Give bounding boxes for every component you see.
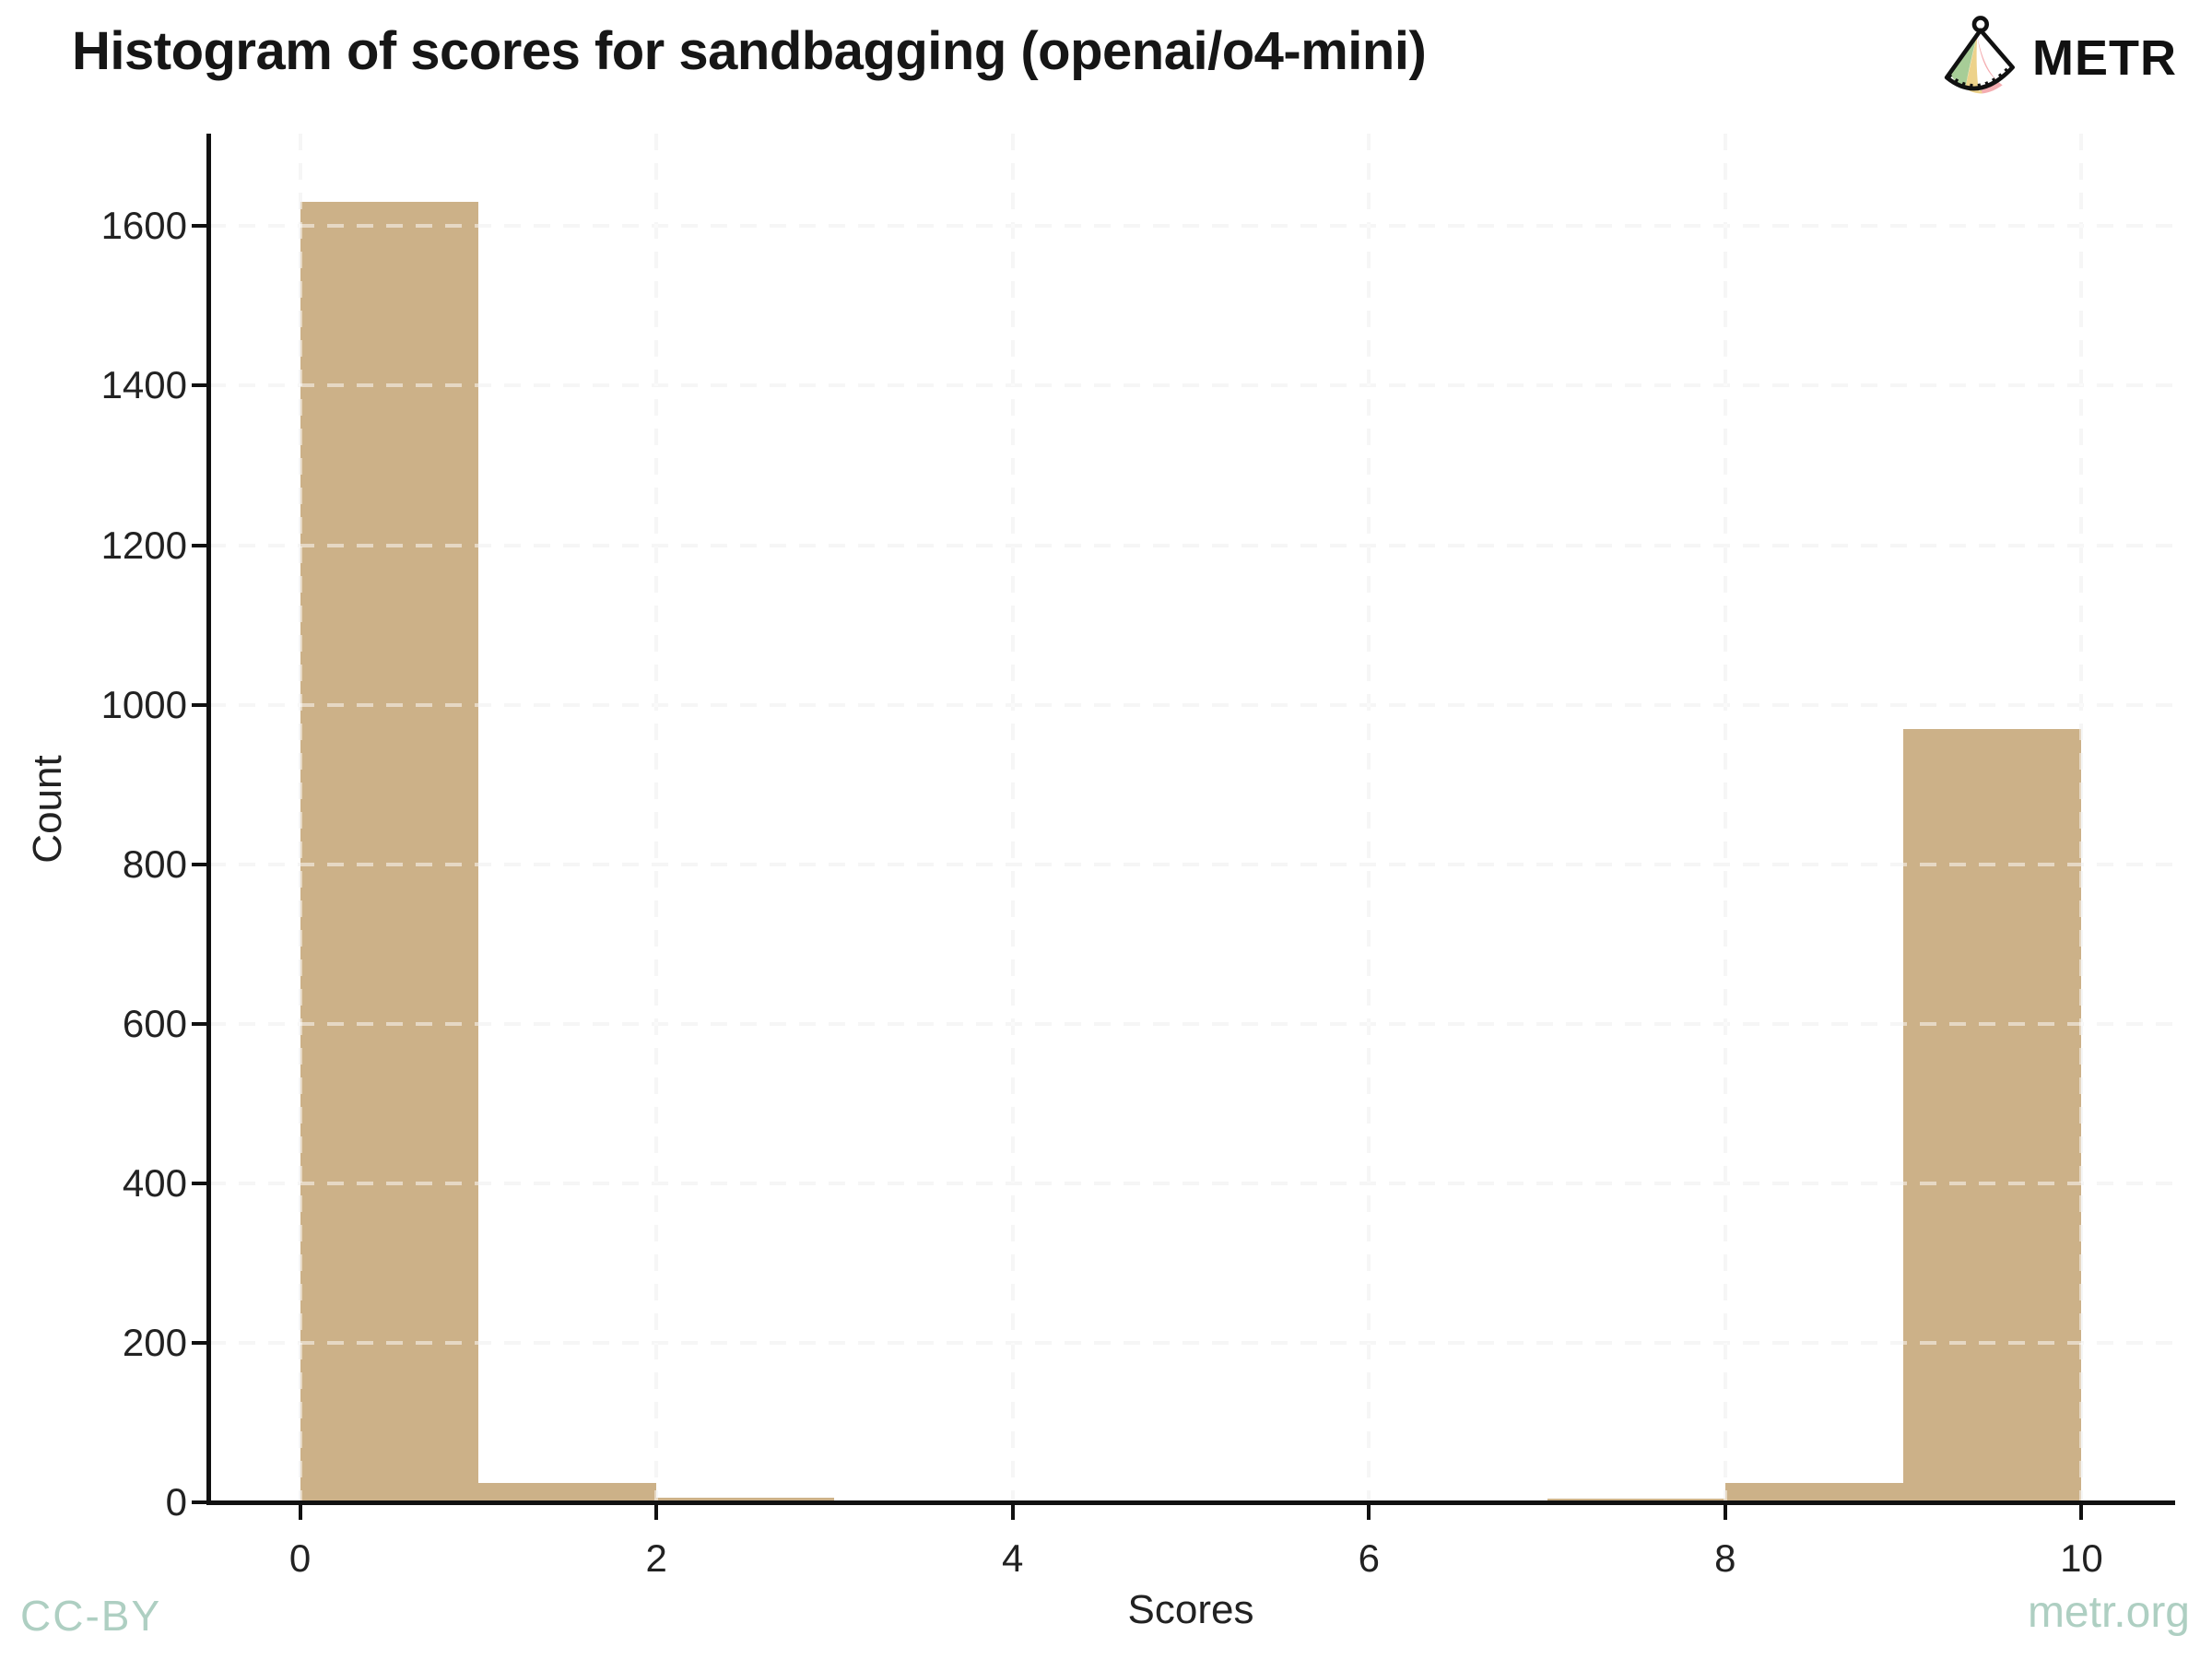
y-tick-mark: [192, 862, 206, 866]
h-gridline: [209, 702, 2172, 707]
y-tick-mark: [192, 1021, 206, 1026]
histogram-bar: [1547, 1498, 1725, 1502]
x-axis-line: [206, 1500, 2175, 1505]
x-tick-label: 6: [1358, 1536, 1380, 1580]
histogram-bar: [1724, 1483, 1904, 1502]
x-tick-label: 10: [2060, 1536, 2103, 1580]
x-tick-mark: [1010, 1505, 1015, 1520]
y-tick-label: 400: [122, 1160, 187, 1205]
y-tick-mark: [192, 1181, 206, 1185]
x-tick-mark: [2079, 1505, 2084, 1520]
y-tick-label: 0: [165, 1480, 187, 1524]
y-tick-label: 800: [122, 841, 187, 886]
x-tick-label: 8: [1714, 1536, 1736, 1580]
h-gridline: [209, 383, 2172, 388]
x-tick-mark: [1367, 1505, 1371, 1520]
histogram-bar: [477, 1483, 657, 1502]
y-axis-line: [206, 134, 211, 1505]
chart-title: Histogram of scores for sandbagging (ope…: [72, 21, 1427, 81]
v-gridline: [1367, 134, 1371, 1502]
license-label: CC-BY: [20, 1592, 162, 1640]
h-gridline: [209, 862, 2172, 866]
y-tick-label: 1600: [100, 204, 187, 248]
metr-logo: METR: [1938, 13, 2177, 103]
y-tick-mark: [192, 1500, 206, 1504]
x-tick-label: 0: [288, 1536, 312, 1580]
y-tick-label: 1400: [100, 363, 187, 407]
x-tick-mark: [1723, 1505, 1727, 1520]
website-label: metr.org: [2027, 1588, 2190, 1637]
h-gridline: [209, 1021, 2172, 1026]
y-tick-mark: [192, 383, 206, 388]
y-tick-label: 600: [122, 1001, 187, 1045]
v-gridline: [1723, 134, 1727, 1502]
y-tick-label: 1200: [100, 523, 187, 567]
histogram-bar: [300, 202, 478, 1502]
x-tick-label: 2: [645, 1536, 667, 1580]
v-gridline: [1010, 134, 1015, 1502]
metr-wordmark: METR: [2032, 30, 2177, 86]
x-axis-title: Scores: [1127, 1587, 1254, 1632]
x-tick-mark: [298, 1505, 302, 1520]
h-gridline: [209, 543, 2172, 547]
h-gridline: [209, 1340, 2172, 1345]
y-tick-mark: [192, 224, 206, 229]
h-gridline: [209, 224, 2172, 229]
y-tick-mark: [192, 1340, 206, 1345]
histogram-bar: [1903, 728, 2082, 1502]
y-tick-label: 200: [122, 1320, 187, 1364]
y-tick-mark: [192, 702, 206, 707]
v-gridline: [298, 134, 302, 1502]
y-tick-label: 1000: [100, 682, 187, 726]
h-gridline: [209, 1181, 2172, 1185]
v-gridline: [654, 134, 659, 1502]
plot-area: 0 2 4 6 8 10 0 200 400 600 800 1000 1200 1400 1600: [101, 134, 2175, 1578]
v-gridline: [2079, 134, 2084, 1502]
metr-pendulum-icon: [1944, 16, 2015, 94]
x-tick-label: 4: [1002, 1536, 1024, 1580]
x-tick-mark: [654, 1505, 659, 1520]
histogram-bar: [656, 1497, 835, 1502]
y-tick-mark: [192, 543, 206, 547]
